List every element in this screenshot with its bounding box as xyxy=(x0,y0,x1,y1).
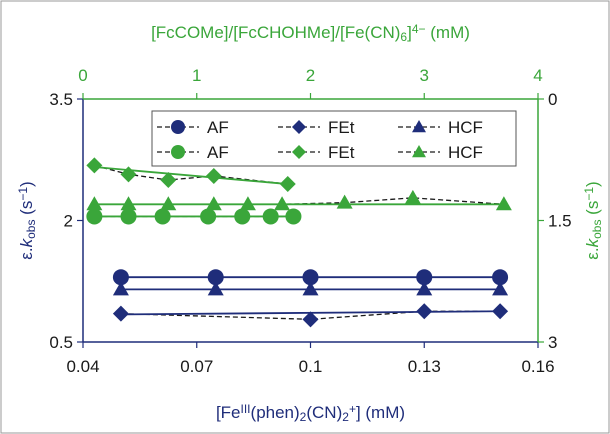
right-axis-title-part: ) xyxy=(583,181,602,187)
data-point-diamond xyxy=(416,303,433,320)
right-axis-title-part: ε. xyxy=(583,247,602,259)
data-point-diamond xyxy=(492,303,509,320)
left-tick-label: 2 xyxy=(64,212,73,231)
data-point-circle xyxy=(207,269,224,286)
legend-label: AF xyxy=(207,143,229,162)
top-tick-label: 4 xyxy=(533,66,542,85)
data-point-triangle xyxy=(416,281,433,296)
right-axis-title-part: (s xyxy=(583,201,602,220)
bottom-axis-title-part: + xyxy=(349,402,356,416)
data-point-circle xyxy=(154,208,171,225)
legend-box xyxy=(151,110,517,167)
left-axis-title-part: ) xyxy=(17,181,36,187)
right-tick-label: 3 xyxy=(548,333,557,352)
left-axis-title-part: −1 xyxy=(16,187,30,201)
legend-label: FEt xyxy=(328,143,355,162)
left-axis-title-part: obs xyxy=(24,220,38,239)
data-point-triangle xyxy=(207,281,224,296)
left-axis-title: ε.kobs (s−1) xyxy=(16,181,38,259)
top-axis-title-part: 6 xyxy=(400,30,407,44)
left-axis-title-part: k xyxy=(17,237,36,247)
data-point-circle xyxy=(234,208,251,225)
bottom-tick-label: 0.1 xyxy=(299,357,323,376)
data-point-triangle xyxy=(112,281,129,296)
legend-marker-triangle xyxy=(412,145,426,158)
bottom-axis-title-part: 2 xyxy=(342,410,349,424)
top-axis-title-part: 4− xyxy=(412,22,426,36)
top-axis-title-part: (mM) xyxy=(426,23,470,42)
top-tick-label: 2 xyxy=(306,66,315,85)
legend-marker-circle xyxy=(171,145,185,159)
data-point-circle xyxy=(262,208,279,225)
data-point-diamond xyxy=(112,305,129,322)
data-point-triangle xyxy=(205,196,222,211)
bottom-axis-title: [FeIII(phen)2(CN)2+] (mM) xyxy=(216,402,405,424)
bottom-axis-title-part: ] (mM) xyxy=(356,403,405,422)
legend-marker-triangle xyxy=(412,120,426,133)
left-tick-label: 0.5 xyxy=(49,333,73,352)
right-tick-label: 0 xyxy=(548,90,557,109)
legend-label: HCF xyxy=(448,118,483,137)
data-point-circle xyxy=(492,269,509,286)
data-point-diamond xyxy=(160,172,177,188)
data-point-circle xyxy=(302,269,319,286)
left-tick-label: 3.5 xyxy=(49,90,73,109)
legend-label: AF xyxy=(207,118,229,137)
right-axis-title-part: k xyxy=(583,237,602,247)
data-point-circle xyxy=(120,208,137,225)
data-point-triangle xyxy=(404,189,421,204)
legend-marker-circle xyxy=(171,120,185,134)
bottom-axis-title-part: (CN) xyxy=(306,403,342,422)
legend-label: FEt xyxy=(328,118,355,137)
bottom-tick-label: 0.04 xyxy=(66,357,99,376)
data-point-triangle xyxy=(336,194,353,209)
data-point-circle xyxy=(112,269,129,286)
data-point-diamond xyxy=(120,166,137,183)
data-point-triangle xyxy=(160,196,177,211)
data-point-circle xyxy=(200,208,217,225)
right-axis-title: ε.kobs (s−1) xyxy=(582,181,604,259)
top-tick-label: 0 xyxy=(78,66,87,85)
left-axis-title-part: (s xyxy=(17,201,36,220)
legend-label: HCF xyxy=(448,143,483,162)
bottom-axis-title-part: (phen) xyxy=(251,403,300,422)
top-tick-label: 3 xyxy=(420,66,429,85)
bottom-axis-title-part: 2 xyxy=(300,410,307,424)
bottom-axis-title-part: III xyxy=(241,402,251,416)
bottom-axis-title-part: [Fe xyxy=(216,403,241,422)
data-point-triangle xyxy=(495,196,512,211)
bottom-tick-label: 0.16 xyxy=(521,357,554,376)
left-axis-title-part: ε. xyxy=(17,247,36,259)
legend-marker-diamond xyxy=(292,145,306,159)
data-point-circle xyxy=(86,208,103,225)
right-axis-title-part: obs xyxy=(590,220,604,239)
bottom-tick-label: 0.07 xyxy=(180,357,213,376)
data-point-diamond xyxy=(302,311,319,328)
right-tick-label: 1.5 xyxy=(548,212,572,231)
data-point-triangle xyxy=(274,196,291,211)
bottom-tick-label: 0.13 xyxy=(408,357,441,376)
top-axis-title: [FcCOMe]/[FcCHOHMe]/[Fe(CN)6]4− (mM) xyxy=(151,22,470,44)
top-axis-title-part: [FcCOMe]/[FcCHOHMe]/[Fe(CN) xyxy=(151,23,400,42)
data-point-diamond xyxy=(279,176,296,193)
right-axis-title-part: −1 xyxy=(582,187,596,201)
data-point-triangle xyxy=(86,196,103,211)
data-point-circle xyxy=(416,269,433,286)
data-point-triangle xyxy=(492,281,509,296)
data-point-triangle xyxy=(120,196,137,211)
data-point-circle xyxy=(285,208,302,225)
top-axis-title-part: ] xyxy=(407,23,412,42)
data-point-diamond xyxy=(86,157,103,174)
legend-marker-diamond xyxy=(292,120,306,134)
data-point-triangle xyxy=(302,281,319,296)
data-point-triangle xyxy=(239,196,256,211)
top-tick-label: 1 xyxy=(192,66,201,85)
data-point-diamond xyxy=(205,167,222,184)
